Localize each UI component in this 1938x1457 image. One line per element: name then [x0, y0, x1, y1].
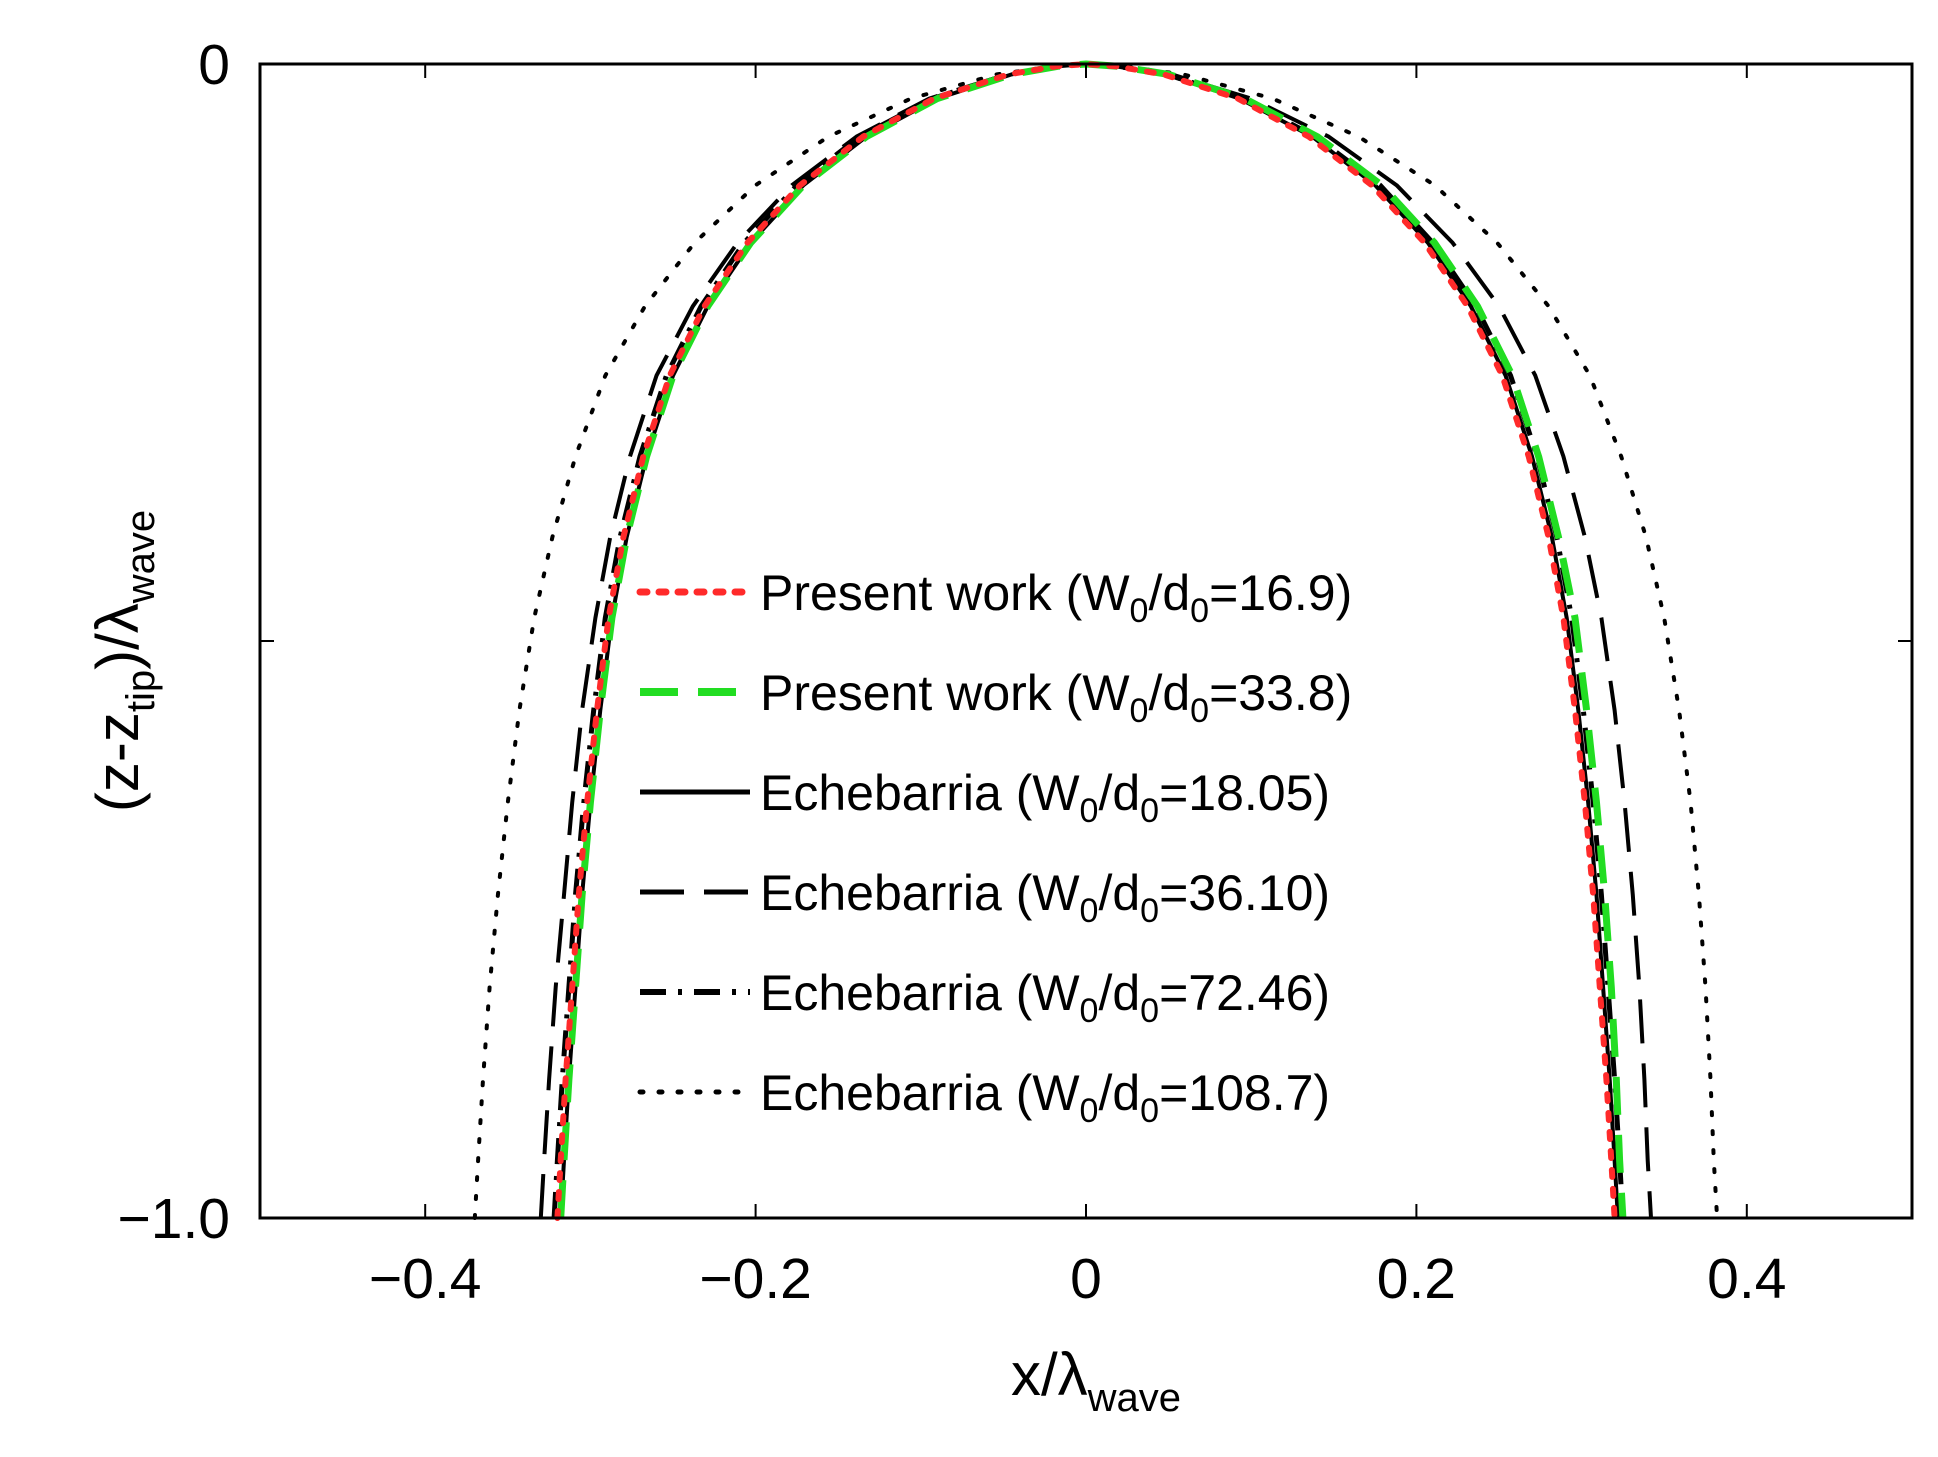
series-curves: [472, 60, 1720, 1221]
x-tick-label-2: 0: [1070, 1247, 1102, 1311]
x-axis-title: x/λwave: [1011, 1341, 1181, 1420]
series-line-4: [551, 61, 1626, 1219]
legend-label-5: Echebarria (W0/d0=108.7): [760, 1065, 1330, 1130]
series-line-2: [558, 62, 1620, 1219]
x-tick-label-4: 0.4: [1707, 1247, 1786, 1311]
tick-labels: −0.4 −0.2 0 0.2 0.4 0 −1.0: [117, 33, 1786, 1311]
legend-label-4: Echebarria (W0/d0=72.46): [760, 965, 1330, 1030]
series-line-0: [554, 61, 1618, 1221]
series-line-5: [472, 62, 1720, 1220]
y-tick-label-2: −1.0: [117, 1187, 230, 1251]
legend: Present work (W0/d0=16.9) Present work (W…: [636, 565, 1352, 1130]
series-line-1: [557, 60, 1627, 1219]
plot-frame: [258, 62, 1914, 1220]
legend-label-2: Echebarria (W0/d0=18.05): [760, 765, 1330, 830]
y-tick-label-0: 0: [198, 33, 230, 97]
series-line-3: [538, 62, 1653, 1219]
legend-label-3: Echebarria (W0/d0=36.10): [760, 865, 1330, 930]
legend-label-0: Present work (W0/d0=16.9): [760, 565, 1352, 630]
y-axis-title: (z-ztip)/λwave: [84, 510, 163, 812]
x-tick-label-1: −0.2: [699, 1247, 812, 1311]
x-tick-label-0: −0.4: [369, 1247, 482, 1311]
legend-label-1: Present work (W0/d0=33.8): [760, 665, 1352, 730]
axis-ticks: [260, 63, 1912, 1219]
x-tick-label-3: 0.2: [1377, 1247, 1456, 1311]
